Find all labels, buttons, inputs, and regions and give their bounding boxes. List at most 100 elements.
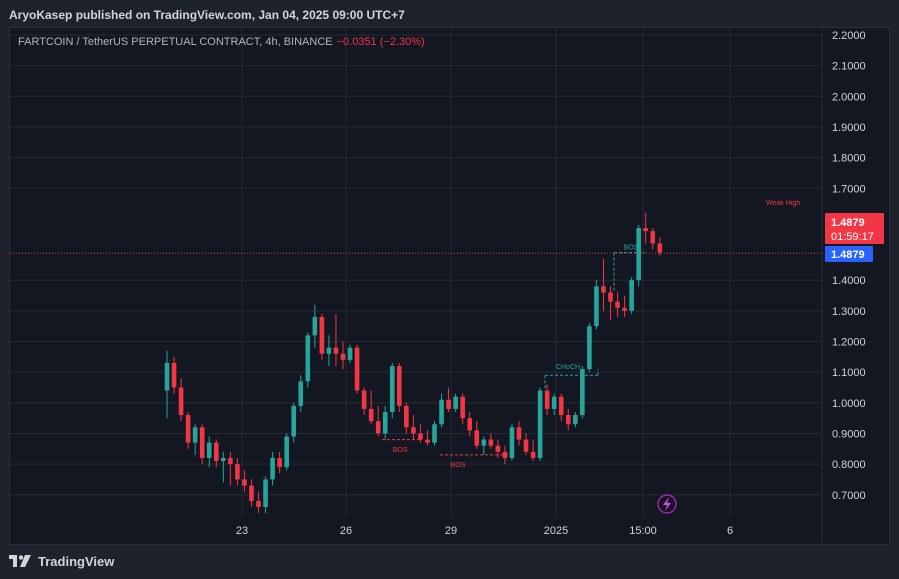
candle-body [277,457,282,468]
y-tick-label: 1.7000 [832,183,866,195]
candle[interactable] [551,393,557,416]
candle[interactable] [397,362,402,412]
lightning-icon[interactable] [657,494,677,514]
candle[interactable] [326,335,332,367]
x-tick-label: 26 [340,525,352,537]
candle[interactable] [467,411,473,437]
candle[interactable] [284,433,289,471]
candle[interactable] [354,344,360,394]
candle[interactable] [587,323,592,373]
candle[interactable] [523,433,529,455]
candle-body [460,396,465,419]
y-tick-label: 2.0000 [832,91,866,103]
candle[interactable] [573,411,578,428]
candle[interactable] [256,491,261,514]
candle[interactable] [495,439,501,458]
candle[interactable] [657,237,663,256]
candle-body [622,307,627,311]
candle[interactable] [382,405,388,440]
candle-body [587,326,592,370]
candle[interactable] [249,479,254,508]
candle[interactable] [375,405,381,437]
candle[interactable] [221,451,226,483]
bar-countdown: 01:59:17 [831,231,874,243]
candle[interactable] [594,280,599,330]
candle[interactable] [509,424,515,462]
candle[interactable] [206,436,212,468]
candle-body [361,390,367,409]
candle[interactable] [629,277,634,314]
candle[interactable] [235,457,240,486]
candle[interactable] [178,378,184,422]
candle[interactable] [488,433,494,449]
candle[interactable] [164,350,170,419]
candle-body [333,347,339,354]
candle[interactable] [171,356,177,394]
candle[interactable] [347,344,353,363]
candle[interactable] [242,470,247,492]
candle-body [544,390,550,409]
candle[interactable] [643,212,649,244]
footer-brand[interactable]: TradingView [9,552,114,570]
candle[interactable] [298,375,304,412]
candle[interactable] [650,228,656,250]
candle[interactable] [622,295,627,317]
candle[interactable] [439,393,444,428]
candle-body [326,347,332,354]
candle[interactable] [446,387,451,412]
candle[interactable] [291,402,297,443]
candle-body [397,366,402,406]
candle[interactable] [425,430,430,446]
candle[interactable] [270,451,275,486]
candle[interactable] [636,225,641,287]
structure-label: BOS [393,447,408,454]
candle[interactable] [361,387,367,416]
y-tick-label: 1.9000 [832,122,866,134]
chart-panel[interactable] [9,27,890,545]
candle[interactable] [319,313,325,360]
candle[interactable] [460,393,465,425]
candle[interactable] [305,332,311,388]
candle[interactable] [580,366,585,419]
candle[interactable] [601,258,606,311]
candle-body [368,408,374,422]
candle[interactable] [418,424,423,443]
candle[interactable] [565,408,571,431]
y-tick-label: 2.1000 [832,61,866,73]
candle-body [228,457,233,465]
candle-body [270,457,275,480]
symbol-legend[interactable]: FARTCOIN / TetherUS PERPETUAL CONTRACT, … [18,36,425,48]
candle[interactable] [185,411,191,449]
candle[interactable] [432,421,437,446]
candle[interactable] [502,445,508,465]
candle-body [558,396,564,416]
candle[interactable] [263,476,268,514]
candle[interactable] [411,415,416,440]
candle-body [305,335,311,382]
candle[interactable] [608,286,613,321]
candle[interactable] [474,421,480,449]
candle[interactable] [544,384,550,416]
candle[interactable] [192,424,198,455]
candle[interactable] [481,436,487,455]
candle[interactable] [537,387,543,462]
candle[interactable] [389,362,395,419]
candle[interactable] [530,439,536,462]
candle[interactable] [368,390,374,425]
candle[interactable] [333,313,339,367]
candle[interactable] [404,402,409,434]
candle[interactable] [312,304,318,348]
candle[interactable] [340,341,346,370]
candle[interactable] [615,292,620,317]
candle[interactable] [453,393,458,412]
candle[interactable] [199,424,205,465]
candle[interactable] [228,451,233,486]
candle[interactable] [516,421,522,446]
candle[interactable] [558,393,564,422]
candle-body [171,362,177,388]
candle[interactable] [213,439,219,468]
y-tick-label: 0.8000 [832,459,866,471]
candle-body [495,445,501,452]
candle[interactable] [277,451,282,474]
